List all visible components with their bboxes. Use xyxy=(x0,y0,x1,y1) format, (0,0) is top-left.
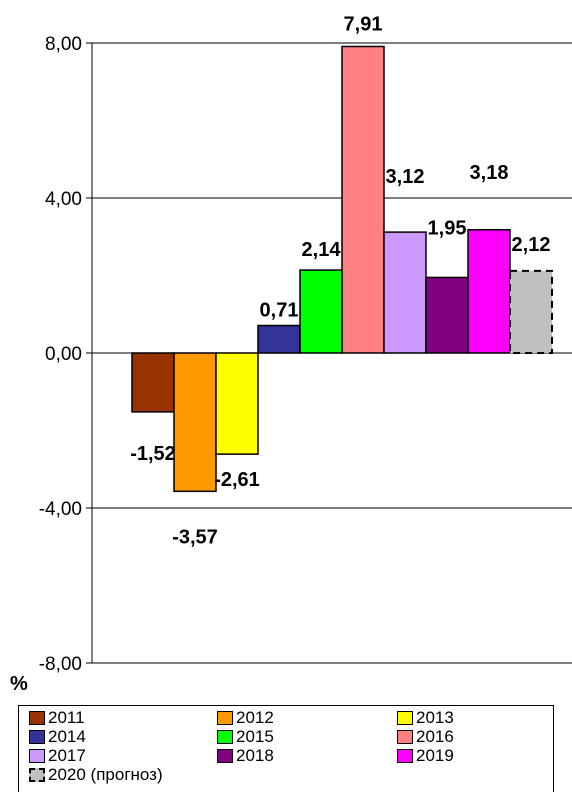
legend-item: 2015 xyxy=(217,728,274,746)
legend-label: 2019 xyxy=(416,746,454,765)
bar-2016 xyxy=(341,45,385,354)
y-tick-label: 0,00 xyxy=(45,344,82,365)
bar-2013 xyxy=(215,352,259,455)
legend-swatch xyxy=(217,711,233,725)
bar-2020 xyxy=(509,269,553,355)
bar-2012 xyxy=(173,352,217,493)
legend-item: 2012 xyxy=(217,709,274,727)
y-tick-label: -4,00 xyxy=(39,499,82,520)
legend-swatch xyxy=(217,730,233,744)
legend-label: 2015 xyxy=(236,727,274,746)
bar-chart: -1,52 -3,57 -2,61 0,71 2,14 7,91 3,12 1,95 3,18 2… xyxy=(10,13,572,695)
data-label: 7,91 xyxy=(344,13,383,35)
legend-item: 2016 xyxy=(397,728,454,746)
legend: 2011 2012 2013 2014 2015 2016 2017 2018 2019 2020… xyxy=(18,705,554,792)
legend-swatch xyxy=(397,749,413,763)
legend-swatch xyxy=(217,749,233,763)
data-label: 3,12 xyxy=(386,166,425,188)
legend-label: 2011 xyxy=(48,708,85,727)
legend-item: 2011 xyxy=(29,709,85,727)
legend-item: 2020 (прогноз) xyxy=(29,766,163,784)
bar-2018 xyxy=(425,276,469,354)
bar-2019 xyxy=(467,229,511,354)
bar-2011 xyxy=(131,352,175,413)
data-label: -1,52 xyxy=(130,443,176,465)
legend-item: 2013 xyxy=(397,709,454,727)
bar-2015 xyxy=(299,269,343,354)
data-label: 2,12 xyxy=(512,234,551,256)
legend-swatch xyxy=(29,749,45,763)
legend-label: 2016 xyxy=(416,727,454,746)
legend-label: 2013 xyxy=(416,708,454,727)
y-tick-label: 8,00 xyxy=(45,34,82,55)
legend-label: 2017 xyxy=(48,746,86,765)
bar-2017 xyxy=(383,231,427,354)
legend-label: 2020 (прогноз) xyxy=(48,765,163,784)
legend-swatch xyxy=(29,711,45,725)
legend-item: 2018 xyxy=(217,747,274,765)
unit-label: % xyxy=(10,673,28,695)
legend-label: 2014 xyxy=(48,727,86,746)
legend-swatch xyxy=(397,711,413,725)
data-label: 2,14 xyxy=(302,239,342,261)
legend-label: 2012 xyxy=(236,708,274,727)
data-label: 3,18 xyxy=(470,162,509,184)
y-tick-label: 4,00 xyxy=(45,189,82,210)
bars-group xyxy=(131,45,553,493)
data-label: -3,57 xyxy=(172,526,218,548)
y-tick-label: -8,00 xyxy=(39,654,82,675)
data-labels-group: -1,52 -3,57 -2,61 0,71 2,14 7,91 3,12 1,95 3,18 2… xyxy=(130,13,550,548)
legend-swatch xyxy=(29,768,45,782)
legend-label: 2018 xyxy=(236,746,274,765)
data-label: 1,95 xyxy=(428,217,467,239)
legend-swatch xyxy=(397,730,413,744)
data-label: -2,61 xyxy=(214,469,260,491)
bar-2014 xyxy=(257,324,301,354)
data-label: 0,71 xyxy=(260,299,299,321)
y-ticks-group: 8,00 4,00 0,00 -4,00 -8,00 xyxy=(39,34,92,675)
legend-swatch xyxy=(29,730,45,744)
legend-item: 2019 xyxy=(397,747,454,765)
legend-item: 2017 xyxy=(29,747,86,765)
legend-item: 2014 xyxy=(29,728,86,746)
